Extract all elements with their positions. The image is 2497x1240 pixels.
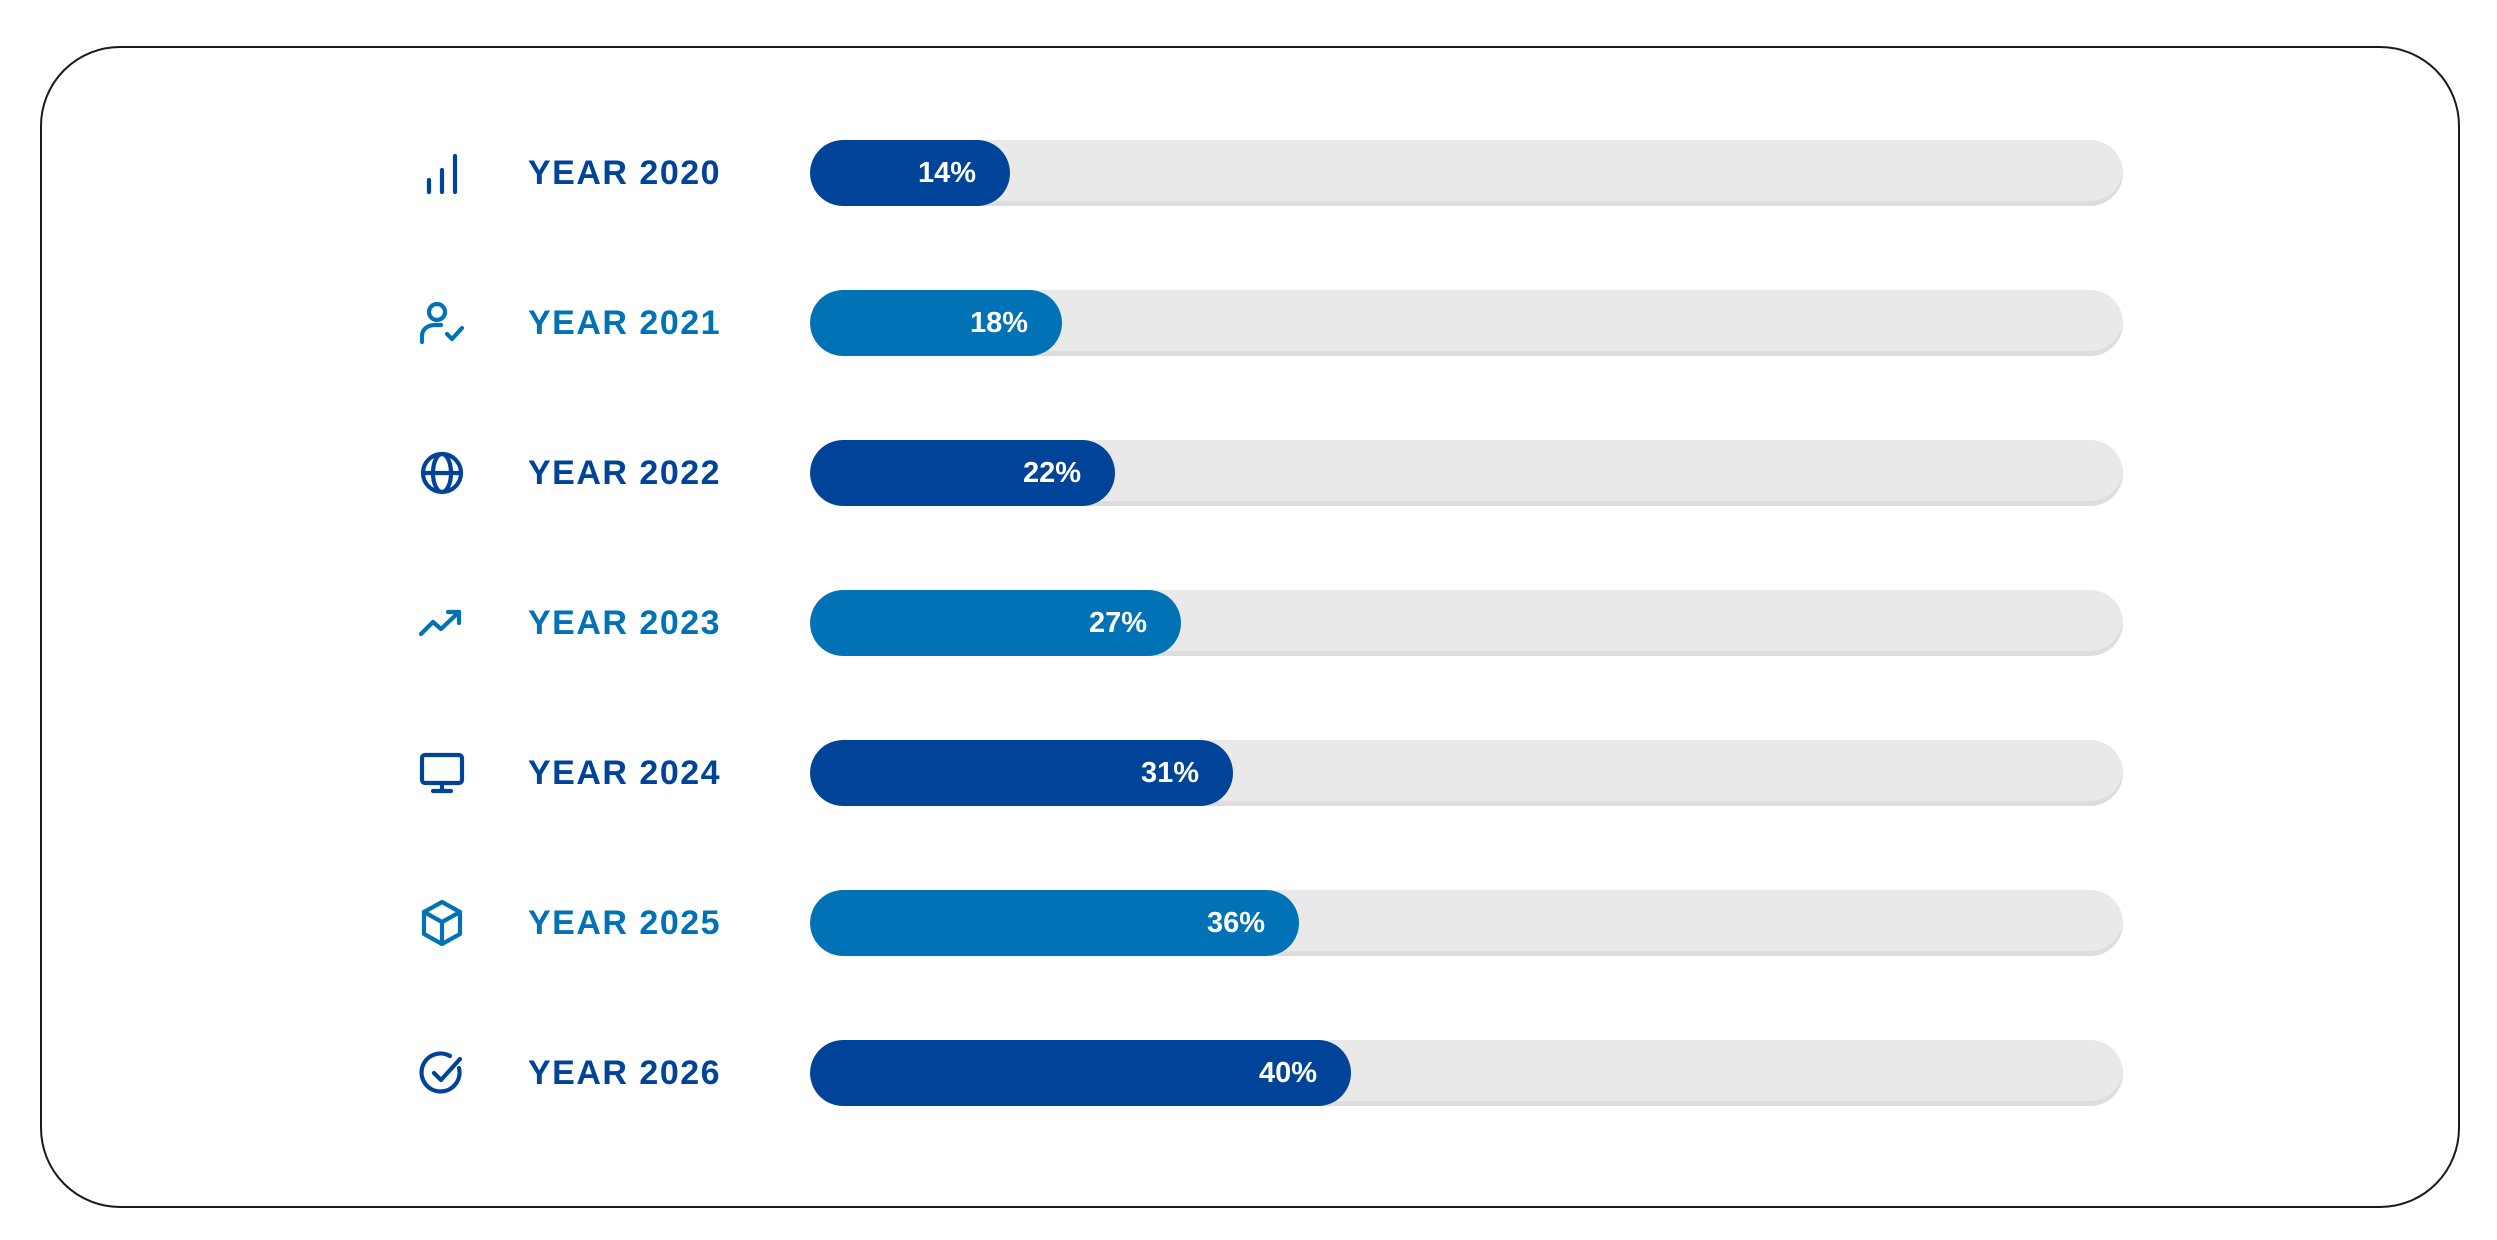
trending-up-icon <box>412 593 472 653</box>
box-icon <box>412 893 472 953</box>
bar-track: 40% <box>810 1040 2123 1106</box>
bar: 14% <box>810 140 1010 206</box>
bar-track: 36% <box>810 890 2123 956</box>
value-label: 18% <box>969 307 1028 339</box>
user-check-icon <box>412 293 472 353</box>
bar: 27% <box>810 590 1181 656</box>
bar-row: YEAR 2021 18% <box>42 290 2458 356</box>
bar: 36% <box>810 890 1299 956</box>
chart-card: YEAR 2020 14% YEAR 2021 18% YEAR 2022 22% YEAR… <box>40 46 2460 1208</box>
bar-chart-icon <box>412 143 472 203</box>
value-label: 27% <box>1088 607 1147 639</box>
bar-row: YEAR 2020 14% <box>42 140 2458 206</box>
bar-row: YEAR 2025 36% <box>42 890 2458 956</box>
globe-icon <box>412 443 472 503</box>
value-label: 31% <box>1140 757 1199 789</box>
bar: 40% <box>810 1040 1351 1106</box>
bar-row: YEAR 2023 27% <box>42 590 2458 656</box>
monitor-icon <box>412 743 472 803</box>
value-label: 36% <box>1206 907 1265 939</box>
bar-row: YEAR 2026 40% <box>42 1040 2458 1106</box>
check-circle-icon <box>412 1043 472 1103</box>
value-label: 40% <box>1258 1057 1317 1089</box>
bar-track: 27% <box>810 590 2123 656</box>
category-label: YEAR 2024 <box>528 754 722 792</box>
bar-row: YEAR 2024 31% <box>42 740 2458 806</box>
category-label: YEAR 2021 <box>528 304 722 342</box>
value-label: 14% <box>917 157 976 189</box>
category-label: YEAR 2020 <box>528 154 722 192</box>
bar-track: 18% <box>810 290 2123 356</box>
bar: 31% <box>810 740 1233 806</box>
bar: 18% <box>810 290 1062 356</box>
bar-track: 22% <box>810 440 2123 506</box>
progress-bar-list: YEAR 2020 14% YEAR 2021 18% YEAR 2022 22% YEAR… <box>42 48 2458 1206</box>
category-label: YEAR 2022 <box>528 454 722 492</box>
bar-track: 14% <box>810 140 2123 206</box>
category-label: YEAR 2026 <box>528 1054 722 1092</box>
bar-track: 31% <box>810 740 2123 806</box>
bar-row: YEAR 2022 22% <box>42 440 2458 506</box>
category-label: YEAR 2023 <box>528 604 722 642</box>
category-label: YEAR 2025 <box>528 904 722 942</box>
value-label: 22% <box>1022 457 1081 489</box>
bar: 22% <box>810 440 1115 506</box>
